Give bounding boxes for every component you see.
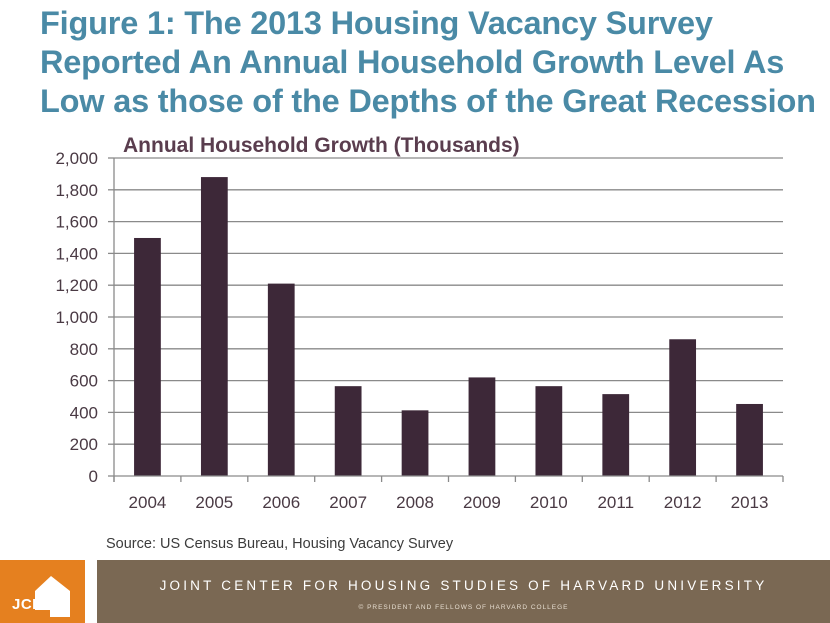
organization-name: JOINT CENTER FOR HOUSING STUDIES OF HARV… — [159, 578, 768, 593]
bar-2009 — [468, 377, 496, 476]
bar-2004 — [134, 237, 161, 476]
y-tick-label: 1,000 — [55, 308, 98, 327]
x-tick-label: 2008 — [396, 493, 434, 512]
bars — [134, 177, 763, 476]
x-tick-label: 2013 — [731, 493, 769, 512]
y-tick-label: 600 — [70, 372, 98, 391]
bar-chart: Annual Household Growth (Thousands) 0 200… — [55, 134, 784, 512]
x-tick-label: 2010 — [530, 493, 568, 512]
figure-title: Figure 1: The 2013 Housing Vacancy Surve… — [40, 4, 830, 121]
bar-2010 — [535, 386, 563, 476]
figure-title-line-2: Reported An Annual Household Growth Leve… — [40, 44, 785, 80]
figure-title-line-3: Low as those of the Depths of the Great … — [40, 83, 816, 119]
source-note: Source: US Census Bureau, Housing Vacanc… — [106, 536, 454, 552]
y-tick-label: 200 — [70, 435, 98, 454]
logo-text: JCHS — [12, 596, 55, 613]
x-tick-label: 2004 — [129, 493, 167, 512]
bar-2006 — [267, 283, 295, 476]
y-tick-label: 2,000 — [55, 149, 98, 168]
x-tick-label: 2011 — [597, 493, 634, 512]
bar-2012 — [669, 339, 697, 476]
x-tick-label: 2012 — [664, 493, 702, 512]
x-tick-label: 2006 — [262, 493, 300, 512]
bar-2011 — [602, 394, 630, 476]
copyright-notice: © PRESIDENT AND FELLOWS OF HARVARD COLLE… — [358, 604, 569, 611]
y-tick-label: 1,400 — [55, 244, 98, 263]
x-tick-label: 2005 — [195, 493, 233, 512]
y-tick-label: 1,600 — [55, 213, 98, 232]
x-tick-label: 2009 — [463, 493, 501, 512]
y-tick-label: 400 — [70, 403, 98, 422]
y-tick-labels: 0 200 400 600 800 1,000 1,200 1,400 1,600 1,800 2,… — [55, 149, 98, 486]
bar-2013 — [736, 403, 763, 476]
bar-2007 — [334, 386, 362, 476]
x-tick-labels: 2004 2005 2006 2007 2008 2009 2010 2011 2012 2013 — [129, 493, 769, 512]
bar-2005 — [200, 177, 228, 476]
y-tick-label: 1,800 — [55, 181, 98, 200]
figure-title-line-1: Figure 1: The 2013 Housing Vacancy Surve… — [40, 5, 713, 41]
jchs-logo: JCHS — [0, 560, 85, 623]
y-tick-label: 0 — [89, 467, 98, 486]
chart-title: Annual Household Growth (Thousands) — [123, 134, 520, 157]
x-tick-label: 2007 — [329, 493, 367, 512]
y-tick-label: 800 — [70, 340, 98, 359]
axes — [113, 158, 784, 482]
footer-band: JOINT CENTER FOR HOUSING STUDIES OF HARV… — [97, 560, 830, 623]
bar-2008 — [401, 410, 429, 476]
house-icon — [35, 576, 70, 617]
y-tick-label: 1,200 — [55, 276, 98, 295]
